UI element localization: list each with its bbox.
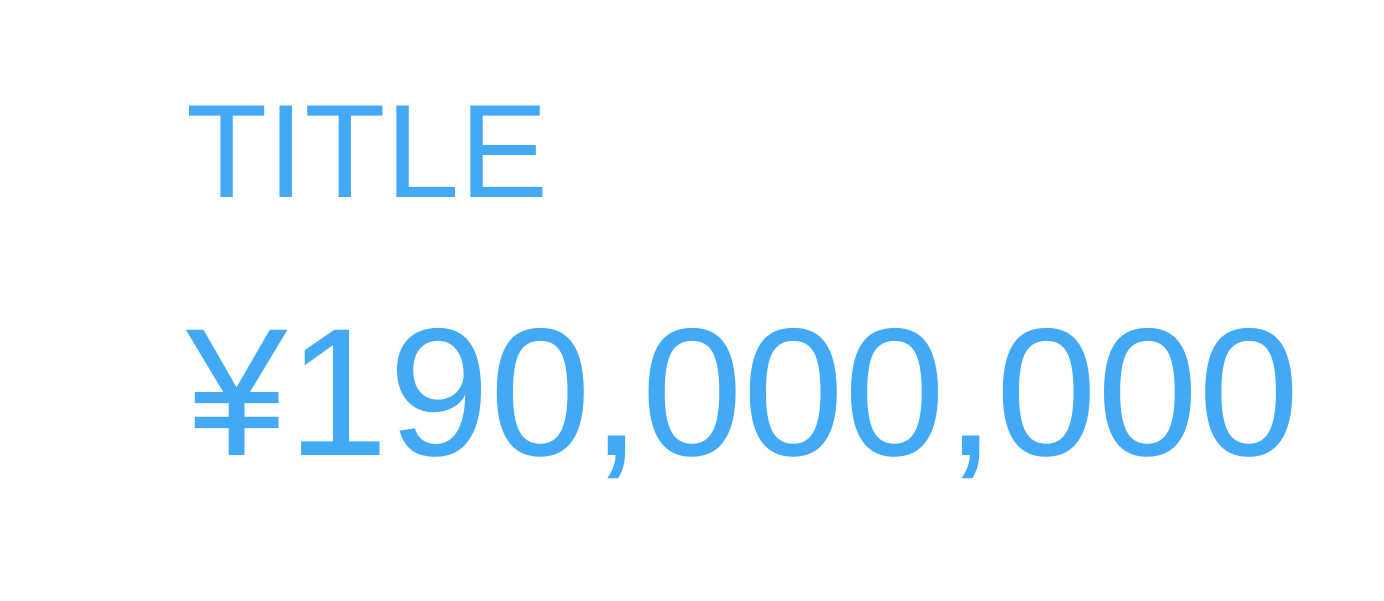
card-title: TITLE: [186, 86, 548, 219]
kpi-value: ¥190,000,000: [186, 301, 1299, 483]
